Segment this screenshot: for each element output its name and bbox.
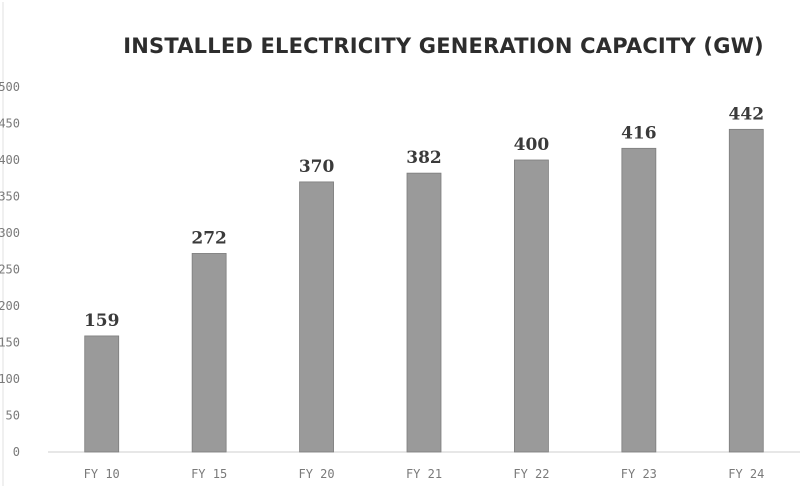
y-tick-label: 0 [13,445,20,459]
x-tick-label: FY 20 [299,467,335,481]
x-tick-label: FY 10 [84,467,120,481]
y-tick-label: 350 [0,190,20,204]
bar [191,253,227,453]
bar [621,147,657,453]
y-tick-label: 450 [0,117,20,131]
y-tick-label: 200 [0,299,20,313]
chart-title: INSTALLED ELECTRICITY GENERATION CAPACIT… [123,34,764,58]
bar [406,172,442,453]
bar [514,159,549,453]
y-tick-label: 50 [6,409,20,423]
bar [728,128,764,453]
data-label: 416 [621,123,657,143]
data-label: 272 [191,228,227,248]
x-tick-label: FY 24 [728,467,764,481]
x-tick-label: FY 22 [513,467,549,481]
x-tick-label: FY 21 [406,467,442,481]
data-label: 442 [729,104,765,124]
data-label: 159 [84,311,120,331]
y-tick-label: 100 [0,372,20,386]
data-label: 400 [514,135,550,155]
bar [299,181,334,453]
data-label: 382 [406,148,442,168]
data-label: 370 [299,157,335,177]
y-tick-label: 250 [0,263,20,277]
x-tick-label: FY 15 [191,467,227,481]
y-tick-label: 300 [0,226,20,240]
x-tick-label: FY 23 [621,467,657,481]
y-tick-label: 150 [0,336,20,350]
bar [84,335,120,453]
y-tick-label: 500 [0,80,20,94]
y-tick-label: 400 [0,153,20,167]
